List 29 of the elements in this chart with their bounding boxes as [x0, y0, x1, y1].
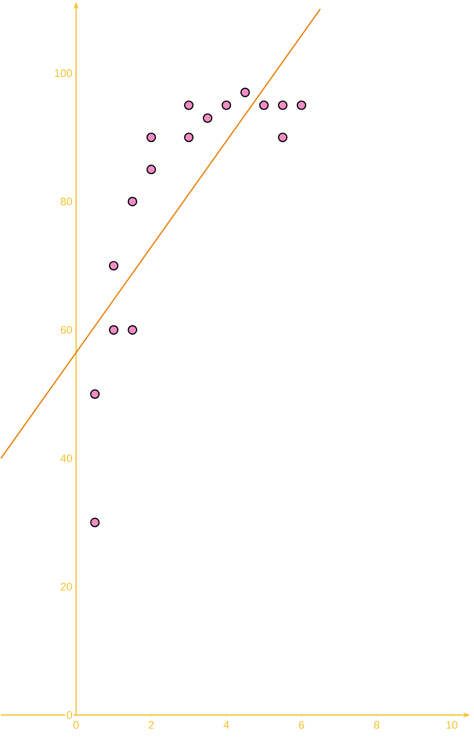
x-tick-label: 8 [374, 721, 380, 729]
x-tick-label: 2 [148, 721, 154, 729]
y-tick-label: 40 [60, 454, 72, 462]
point [146, 132, 156, 142]
point [90, 389, 100, 399]
x-tick-label: 10 [446, 721, 458, 729]
point [108, 260, 118, 271]
point [296, 100, 306, 110]
point [128, 196, 138, 206]
point [278, 132, 288, 142]
point [90, 518, 100, 528]
x-tick-label: 6 [299, 721, 304, 729]
point [259, 100, 269, 110]
y-tick-label: 0 [66, 711, 72, 719]
point [146, 164, 156, 174]
y-tick-label: 80 [60, 198, 72, 206]
point [184, 132, 194, 142]
point [128, 325, 138, 335]
y-tick-label: 100 [54, 69, 72, 78]
point [278, 100, 288, 110]
point [202, 113, 212, 123]
point [222, 100, 232, 110]
point [184, 100, 194, 110]
y-tick-label: 20 [60, 582, 72, 591]
y-tick-label: 60 [60, 326, 72, 334]
point [108, 325, 118, 335]
point [240, 88, 250, 98]
x-tick-label: 0 [74, 721, 79, 729]
x-tick-label: 4 [224, 721, 230, 729]
